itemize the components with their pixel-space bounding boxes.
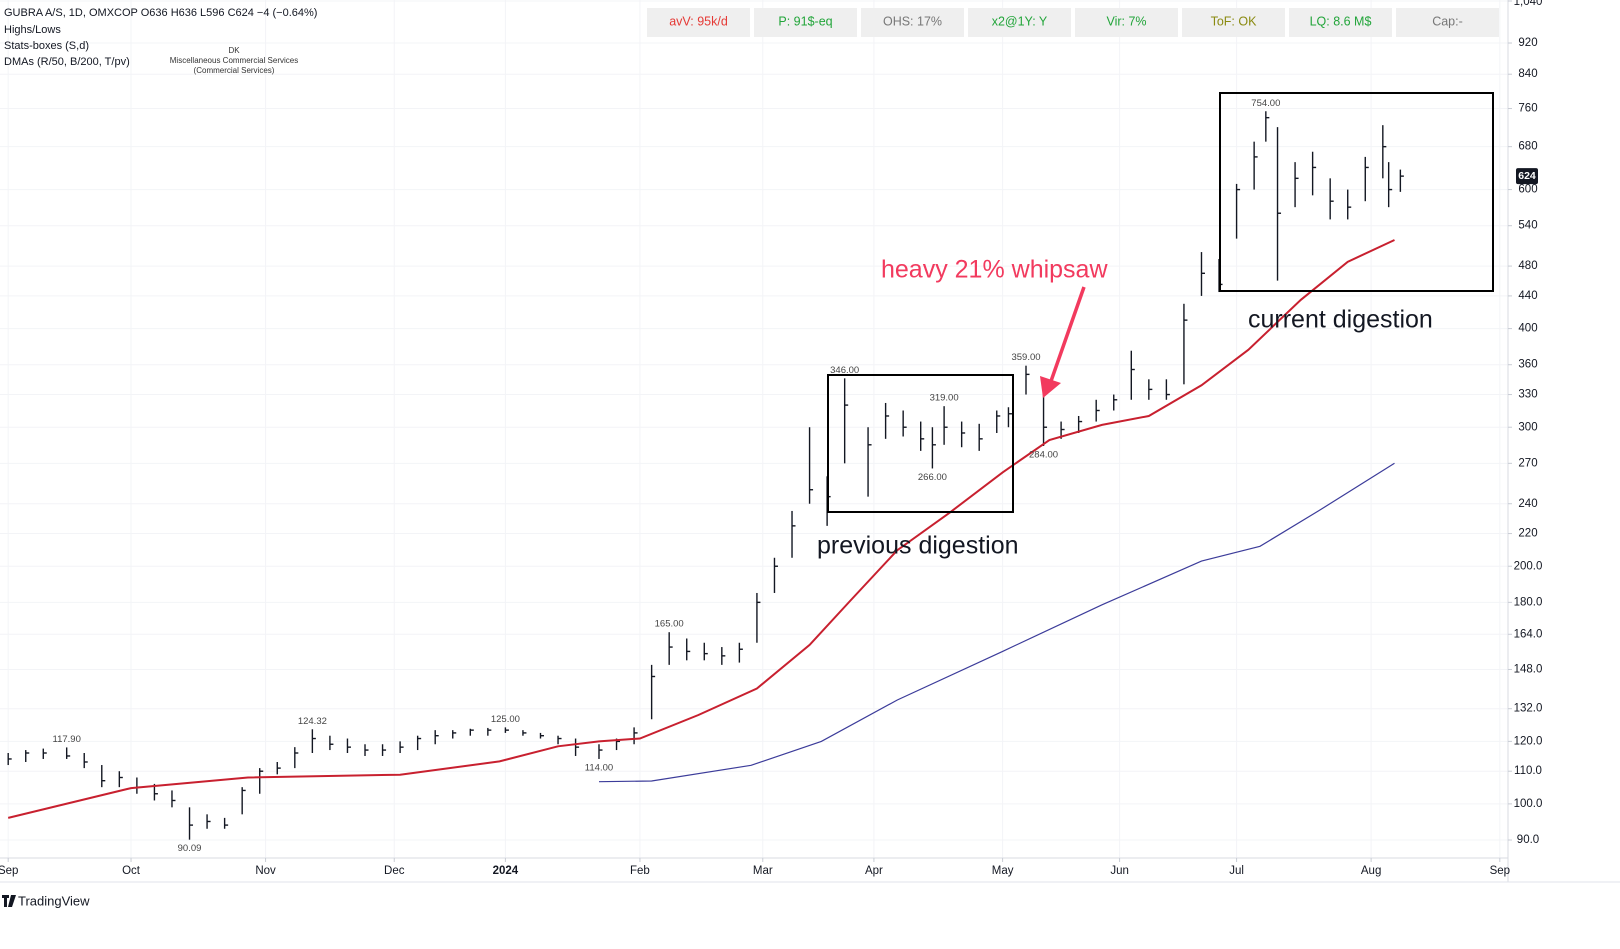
low-label: 266.00 bbox=[918, 472, 947, 483]
high-label: 125.00 bbox=[491, 714, 520, 725]
y-tick-label: 440 bbox=[1518, 290, 1537, 302]
high-label: 319.00 bbox=[930, 393, 959, 404]
high-label: 117.90 bbox=[53, 734, 81, 745]
high-label: 165.00 bbox=[655, 619, 684, 630]
high-label: 346.00 bbox=[830, 365, 859, 376]
x-tick-label: Apr bbox=[865, 865, 883, 877]
moving-average bbox=[7, 239, 1395, 819]
arrow-head bbox=[1040, 376, 1061, 398]
y-tick-label: 300 bbox=[1518, 421, 1537, 433]
stat-box bbox=[968, 8, 1071, 37]
x-tick-label: Jul bbox=[1229, 865, 1244, 877]
y-tick-label: 240 bbox=[1518, 498, 1537, 510]
y-tick-label: 220 bbox=[1518, 528, 1537, 540]
grid bbox=[0, 0, 1508, 858]
brand: TradingView bbox=[18, 893, 90, 908]
sector-country: DK bbox=[228, 46, 240, 55]
indicator: Stats-boxes (S,d) bbox=[4, 40, 89, 52]
y-tick-label: 840 bbox=[1518, 68, 1537, 80]
stat-text: Cap:- bbox=[1432, 14, 1463, 28]
low-label: 90.09 bbox=[178, 843, 202, 854]
indicator: DMAs (R/50, B/200, T/pv) bbox=[4, 56, 130, 68]
y-tick-label: 200.0 bbox=[1514, 560, 1543, 572]
x-tick-label: Sep bbox=[1490, 865, 1510, 877]
chart-title: GUBRA A/S, 1D, OMXCOP O636 H636 L596 C62… bbox=[4, 7, 317, 19]
y-tick-label: 760 bbox=[1518, 103, 1537, 115]
x-tick-label: Dec bbox=[384, 865, 405, 877]
stat-text: LQ: 8.6 M$ bbox=[1310, 14, 1372, 28]
current-box bbox=[1219, 92, 1494, 292]
x-tick-label: Sep bbox=[0, 865, 18, 877]
y-tick-label: 90.0 bbox=[1517, 834, 1539, 846]
low-label: 284.00 bbox=[1029, 450, 1058, 461]
y-tick-label: 270 bbox=[1518, 457, 1537, 469]
stat-box bbox=[861, 8, 964, 37]
stat-text: avV: 95k/d bbox=[669, 14, 728, 28]
y-tick-label: 132.0 bbox=[1514, 703, 1543, 715]
y-tick-label: 180.0 bbox=[1514, 596, 1543, 608]
low-label: 114.00 bbox=[585, 762, 613, 773]
y-tick-label: 480 bbox=[1518, 260, 1537, 272]
stat-box bbox=[754, 8, 857, 37]
x-tick-label: Feb bbox=[630, 865, 650, 877]
y-tick-label: 330 bbox=[1518, 389, 1537, 401]
high-label: 124.32 bbox=[298, 716, 327, 727]
y-tick-label: 120.0 bbox=[1514, 735, 1543, 747]
y-tick-label: 148.0 bbox=[1514, 664, 1543, 676]
y-tick-label: 680 bbox=[1518, 141, 1537, 153]
x-tick-label: Oct bbox=[122, 865, 141, 877]
y-tick-label: 110.0 bbox=[1514, 765, 1542, 777]
sector-group: (Commercial Services) bbox=[194, 66, 275, 75]
last-price: 624 bbox=[1518, 170, 1536, 182]
stat-text: ToF: OK bbox=[1211, 14, 1258, 28]
stat-box bbox=[1289, 8, 1392, 37]
moving-average bbox=[598, 462, 1395, 783]
indicator: Highs/Lows bbox=[4, 24, 61, 36]
plot: 117.90 124.32 125.00 165.00 346.00 319.00 359.… bbox=[7, 98, 1404, 854]
annotation: current digestion bbox=[1248, 306, 1433, 334]
stat-text: P: 91$-eq bbox=[778, 14, 832, 28]
previous-box bbox=[827, 374, 1014, 513]
y-tick-label: 360 bbox=[1518, 359, 1537, 371]
brand-logo bbox=[2, 895, 16, 907]
high-label: 754.00 bbox=[1251, 98, 1280, 109]
stat-box bbox=[1075, 8, 1178, 37]
y-tick-label: 600 bbox=[1518, 184, 1537, 196]
y-tick-label: 164.0 bbox=[1514, 628, 1543, 640]
x-tick-label: Mar bbox=[753, 865, 773, 877]
y-tick-label: 400 bbox=[1518, 323, 1537, 335]
last-price-box bbox=[1516, 168, 1538, 185]
sector-industry: Miscellaneous Commercial Services bbox=[170, 56, 298, 65]
y-tick-label: 540 bbox=[1518, 220, 1537, 232]
stat-text: x2@1Y: Y bbox=[992, 14, 1048, 28]
stat-text: Vir: 7% bbox=[1106, 14, 1146, 28]
stat-text: OHS: 17% bbox=[883, 14, 942, 28]
x-tick-label: 2024 bbox=[493, 865, 519, 877]
stat-box bbox=[647, 8, 750, 37]
arrow-shaft bbox=[1048, 286, 1086, 385]
y-tick-label: 100.0 bbox=[1514, 798, 1543, 810]
high-label: 359.00 bbox=[1011, 352, 1040, 363]
stat-box bbox=[1182, 8, 1285, 37]
y-tick-label: 1,040 bbox=[1514, 0, 1543, 8]
annotation: heavy 21% whipsaw bbox=[881, 256, 1108, 284]
x-tick-label: May bbox=[992, 865, 1014, 877]
x-tick-label: Aug bbox=[1361, 865, 1381, 877]
y-tick-label: 920 bbox=[1518, 37, 1537, 49]
x-tick-label: Jun bbox=[1110, 865, 1129, 877]
annotation: previous digestion bbox=[817, 532, 1019, 560]
x-tick-label: Nov bbox=[255, 865, 276, 877]
stat-box bbox=[1396, 8, 1499, 37]
